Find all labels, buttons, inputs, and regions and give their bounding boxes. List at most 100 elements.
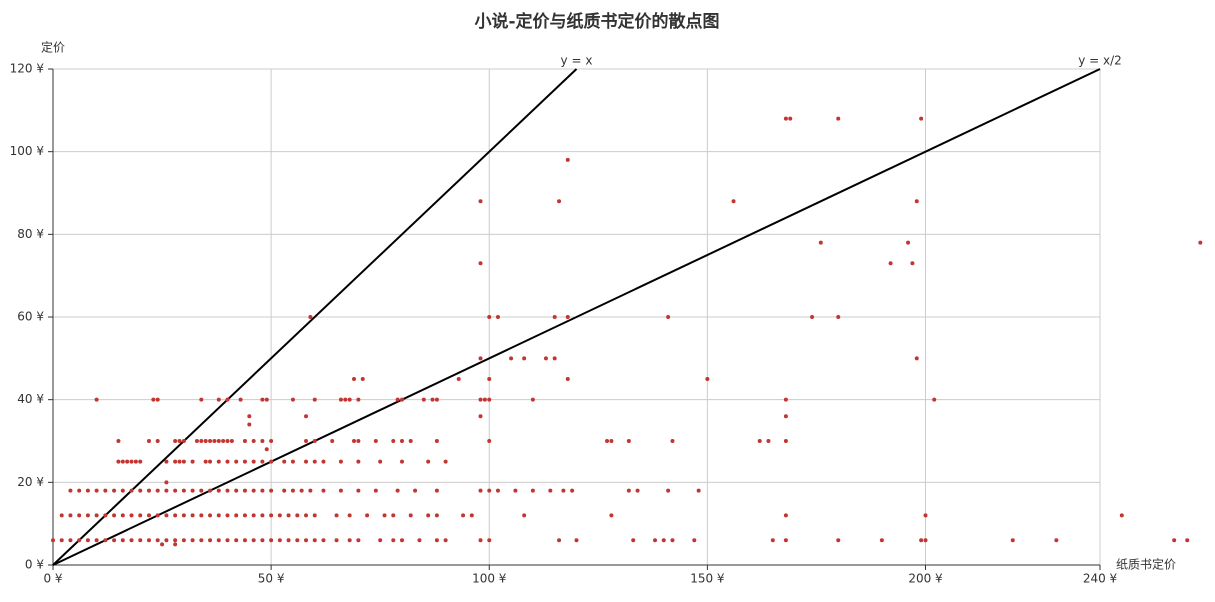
point — [238, 397, 243, 402]
point — [661, 538, 666, 543]
point — [487, 315, 492, 319]
point — [478, 261, 483, 266]
point — [216, 397, 221, 402]
point — [242, 538, 247, 543]
point — [181, 459, 186, 464]
x-tick-label: 200 ¥ — [908, 572, 943, 586]
point — [478, 488, 483, 493]
point — [919, 538, 924, 543]
point — [181, 439, 186, 443]
point — [605, 439, 610, 443]
point — [932, 397, 937, 402]
point — [356, 439, 361, 443]
point — [290, 488, 295, 493]
point — [408, 513, 413, 518]
point — [1172, 538, 1177, 543]
point — [164, 488, 169, 493]
point — [478, 538, 483, 543]
point — [565, 377, 570, 381]
point — [783, 439, 788, 443]
point — [51, 538, 55, 543]
point — [208, 439, 213, 443]
point — [352, 377, 357, 381]
point — [670, 538, 675, 543]
point — [203, 459, 208, 464]
point — [919, 116, 924, 121]
point — [299, 488, 304, 493]
point — [155, 397, 160, 402]
point — [173, 488, 178, 493]
point — [160, 542, 165, 547]
point — [836, 116, 841, 121]
point — [146, 488, 151, 493]
point — [286, 538, 291, 543]
point — [221, 439, 226, 443]
point — [208, 488, 213, 493]
point — [129, 538, 134, 543]
point — [400, 538, 404, 543]
point — [478, 356, 483, 361]
point — [164, 480, 169, 485]
point — [400, 397, 404, 402]
point — [443, 459, 448, 464]
point — [116, 459, 121, 464]
point — [304, 538, 309, 543]
point — [666, 315, 671, 319]
point — [77, 513, 82, 518]
point — [251, 459, 256, 464]
point — [199, 538, 204, 543]
point — [242, 513, 247, 518]
point — [103, 538, 108, 543]
point — [164, 459, 169, 464]
point — [469, 513, 474, 518]
point — [181, 538, 186, 543]
point — [626, 488, 631, 493]
point — [225, 459, 230, 464]
point — [783, 513, 788, 518]
point — [434, 488, 439, 493]
point — [495, 488, 500, 493]
point — [312, 513, 317, 518]
point — [216, 513, 221, 518]
point — [286, 513, 291, 518]
point — [242, 459, 247, 464]
point — [229, 439, 234, 443]
point — [138, 538, 143, 543]
point — [312, 538, 317, 543]
point — [155, 513, 160, 518]
point — [269, 439, 274, 443]
point — [85, 488, 90, 493]
point — [129, 513, 134, 518]
point — [225, 513, 230, 518]
y-tick-label: 40 ¥ — [17, 392, 44, 406]
x-tick-label: 100 ¥ — [472, 572, 507, 586]
point — [910, 261, 915, 266]
point — [216, 439, 221, 443]
point — [120, 538, 125, 543]
point — [574, 538, 579, 543]
point — [212, 439, 217, 443]
point — [443, 538, 448, 543]
point — [430, 397, 435, 402]
point — [557, 199, 562, 204]
point — [59, 538, 64, 543]
point — [631, 538, 636, 543]
point — [478, 414, 483, 419]
y-axis-label: 定价 — [41, 40, 65, 55]
point — [120, 488, 125, 493]
point — [94, 513, 99, 518]
point — [666, 488, 671, 493]
point — [177, 459, 182, 464]
point — [164, 538, 169, 543]
point — [836, 538, 841, 543]
point — [260, 513, 265, 518]
point — [487, 439, 492, 443]
point — [509, 356, 514, 361]
point — [334, 538, 339, 543]
point — [373, 488, 378, 493]
point — [343, 397, 348, 402]
point — [138, 459, 143, 464]
point — [783, 116, 788, 121]
point — [295, 513, 300, 518]
